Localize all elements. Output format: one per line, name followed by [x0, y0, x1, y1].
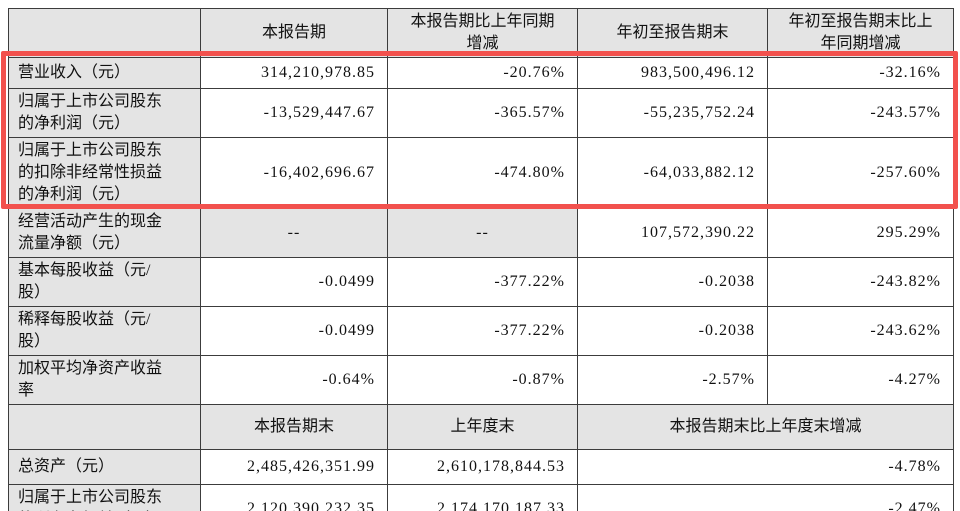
value-ytd-yoy: 295.29%: [767, 208, 954, 258]
row-net-profit-excl-nonrecurring: 归属于上市公司股东的扣除非经常性损益的净利润（元） -16,402,696.67…: [8, 137, 954, 209]
value-ytd-yoy: -243.57%: [767, 88, 954, 138]
value-current-yoy-na: --: [387, 208, 578, 258]
value-current-yoy: -0.87%: [387, 355, 578, 405]
header-period-end: 本报告期末: [200, 404, 388, 450]
value-ytd-yoy: -32.16%: [767, 57, 954, 89]
value-ytd-yoy: -257.60%: [767, 137, 954, 209]
value-ytd-yoy: -4.27%: [767, 355, 954, 405]
value-current: -0.64%: [200, 355, 388, 405]
value-ytd: -55,235,752.24: [577, 88, 768, 138]
header-period-end-change: 本报告期末比上年度末增减: [577, 404, 954, 450]
value-current: -16,402,696.67: [200, 137, 388, 209]
value-ytd: -2.57%: [577, 355, 768, 405]
value-current: 314,210,978.85: [200, 57, 388, 89]
value-current-yoy: -377.22%: [387, 306, 578, 356]
value-current: -0.0499: [200, 306, 388, 356]
header-prev-year-end: 上年度末: [387, 404, 578, 450]
value-ytd-yoy: -243.62%: [767, 306, 954, 356]
row-label: 总资产（元）: [8, 449, 201, 485]
value-ytd: 983,500,496.12: [577, 57, 768, 89]
header-current-period: 本报告期: [200, 8, 388, 58]
row-label: 归属于上市公司股东的净利润（元）: [8, 88, 201, 138]
row-total-assets: 总资产（元） 2,485,426,351.99 2,610,178,844.53…: [8, 449, 954, 485]
value-ytd: -0.2038: [577, 257, 768, 307]
value-current: -0.0499: [200, 257, 388, 307]
value-prev-year-end: 2,610,178,844.53: [387, 449, 578, 485]
value-current-yoy: -365.57%: [387, 88, 578, 138]
header-ytd: 年初至报告期末: [577, 8, 768, 58]
header-corner-cell: [8, 8, 201, 58]
value-ytd-yoy: -243.82%: [767, 257, 954, 307]
row-owners-equity: 归属于上市公司股东的所有者权益（元） 2,120,390,232.35 2,17…: [8, 484, 954, 511]
header-current-period-yoy: 本报告期比上年同期增减: [387, 8, 578, 58]
value-current-yoy: -474.80%: [387, 137, 578, 209]
value-current: -13,529,447.67: [200, 88, 388, 138]
value-ytd: -64,033,882.12: [577, 137, 768, 209]
header-corner-cell-2: [8, 404, 201, 450]
value-current-yoy: -377.22%: [387, 257, 578, 307]
value-change: -4.78%: [577, 449, 954, 485]
row-label: 经营活动产生的现金流量净额（元）: [8, 208, 201, 258]
row-label: 加权平均净资产收益率: [8, 355, 201, 405]
financial-summary-table: 本报告期 本报告期比上年同期增减 年初至报告期末 年初至报告期末比上年同期增减 …: [8, 8, 954, 511]
row-label: 稀释每股收益（元/股）: [8, 306, 201, 356]
value-ytd: -0.2038: [577, 306, 768, 356]
row-net-profit: 归属于上市公司股东的净利润（元） -13,529,447.67 -365.57%…: [8, 88, 954, 138]
value-period-end: 2,120,390,232.35: [200, 484, 388, 511]
header-row-1: 本报告期 本报告期比上年同期增减 年初至报告期末 年初至报告期末比上年同期增减: [8, 8, 954, 58]
row-weighted-avg-roe: 加权平均净资产收益率 -0.64% -0.87% -2.57% -4.27%: [8, 355, 954, 405]
value-change: -2.47%: [577, 484, 954, 511]
header-ytd-yoy: 年初至报告期末比上年同期增减: [767, 8, 954, 58]
row-diluted-eps: 稀释每股收益（元/股） -0.0499 -377.22% -0.2038 -24…: [8, 306, 954, 356]
row-operating-cash-flow: 经营活动产生的现金流量净额（元） -- -- 107,572,390.22 29…: [8, 208, 954, 258]
value-current-yoy: -20.76%: [387, 57, 578, 89]
row-label: 归属于上市公司股东的所有者权益（元）: [8, 484, 201, 511]
row-label: 基本每股收益（元/股）: [8, 257, 201, 307]
row-basic-eps: 基本每股收益（元/股） -0.0499 -377.22% -0.2038 -24…: [8, 257, 954, 307]
row-operating-revenue: 营业收入（元） 314,210,978.85 -20.76% 983,500,4…: [8, 57, 954, 89]
value-ytd: 107,572,390.22: [577, 208, 768, 258]
header-row-2: 本报告期末 上年度末 本报告期末比上年度末增减: [8, 404, 954, 450]
value-period-end: 2,485,426,351.99: [200, 449, 388, 485]
value-current-na: --: [200, 208, 388, 258]
value-prev-year-end: 2,174,170,187.33: [387, 484, 578, 511]
row-label: 营业收入（元）: [8, 57, 201, 89]
row-label: 归属于上市公司股东的扣除非经常性损益的净利润（元）: [8, 137, 201, 209]
